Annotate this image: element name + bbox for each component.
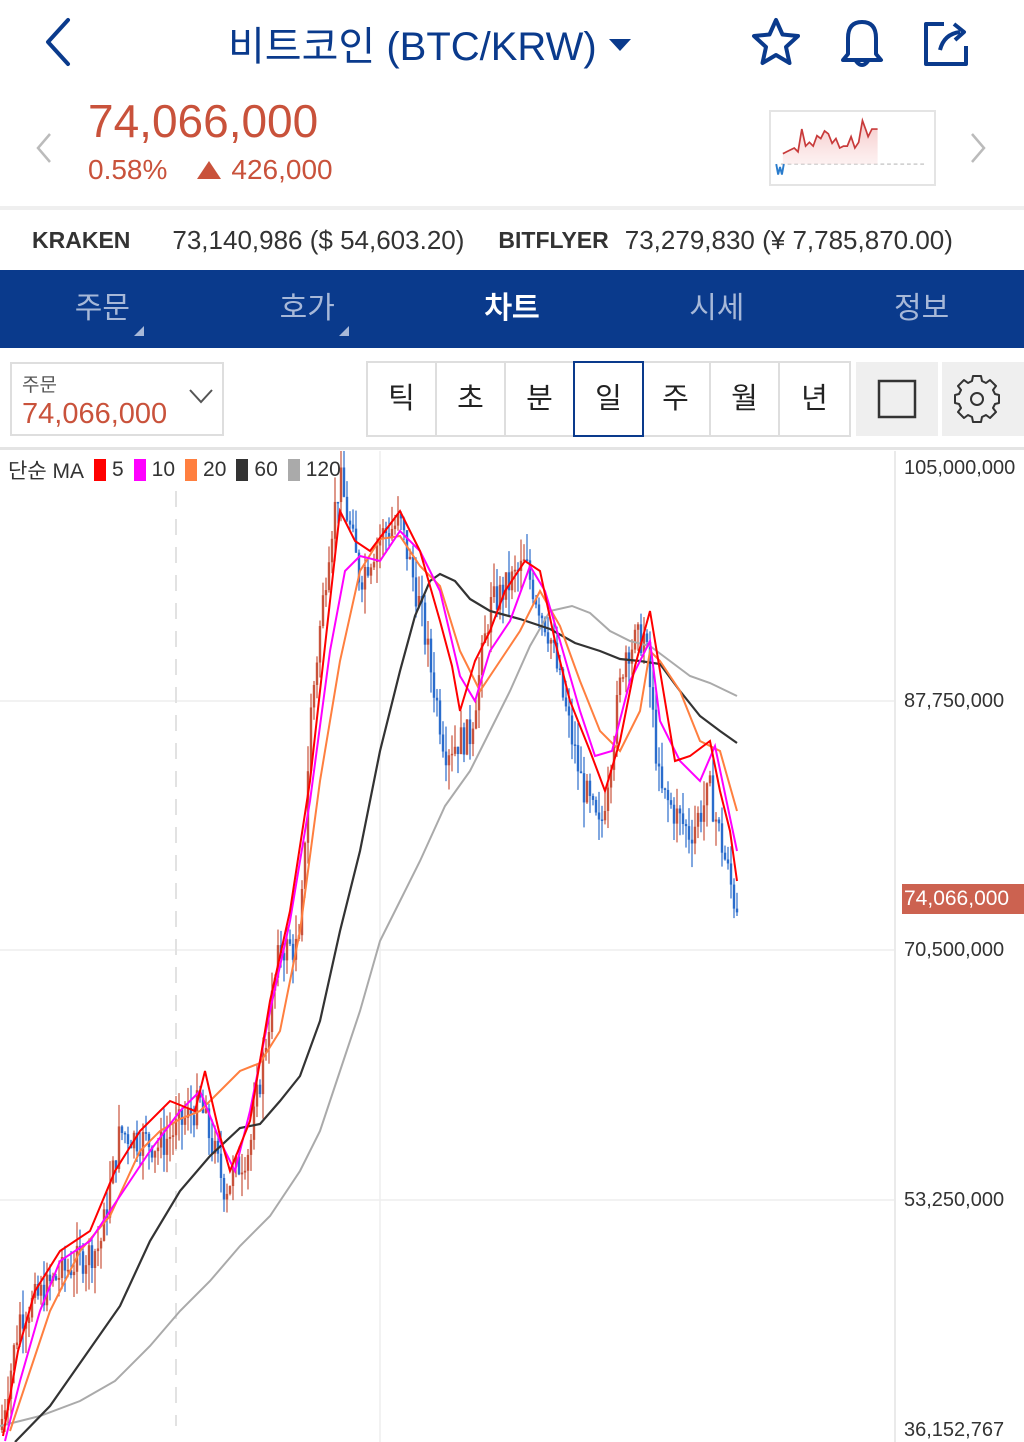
tab-label: 정보	[893, 292, 950, 325]
period-second[interactable]: 초	[437, 363, 506, 435]
header: 비트코인 (BTC/KRW)	[0, 0, 1024, 90]
tab-chart[interactable]: 차트	[410, 270, 615, 348]
settings-button[interactable]	[942, 362, 1024, 436]
caret-down-icon	[608, 39, 631, 51]
order-value: 74,066,000	[22, 398, 168, 430]
tab-label: 호가	[279, 292, 335, 325]
y-tick-label: 36,152,767	[904, 1419, 1005, 1441]
price-change: 0.58% 426,000	[88, 154, 333, 186]
legend-title: 단순 MA	[8, 460, 84, 483]
y-axis: 105,000,000 87,750,000 74,066,000 70,500…	[894, 451, 1024, 1442]
y-tick-label: 53,250,000	[904, 1189, 1005, 1211]
change-amount: 426,000	[231, 154, 333, 185]
order-label: 주문	[22, 375, 57, 396]
legend-label: 120	[305, 458, 341, 481]
next-coin-icon[interactable]	[966, 130, 990, 166]
legend-label: 5	[111, 458, 124, 481]
period-week[interactable]: 주	[642, 363, 711, 435]
tab-label: 시세	[689, 292, 745, 325]
coin-selector[interactable]: 비트코인 (BTC/KRW)	[228, 14, 631, 72]
sparkline-chart[interactable]	[769, 110, 936, 186]
change-percent: 0.58%	[88, 154, 168, 185]
period-selector: 틱 초 분 일 주 월 년	[366, 361, 851, 437]
current-price-marker: 74,066,000	[902, 884, 1024, 914]
y-tick-label: 105,000,000	[904, 457, 1016, 479]
legend-swatch	[93, 459, 106, 481]
y-tick-label: 87,750,000	[904, 690, 1005, 712]
tab-order[interactable]: 주문	[0, 270, 205, 348]
price-chart[interactable]: 단순 MA 5 10 20 60 120 105,000,000 87,750,…	[0, 451, 1024, 1442]
corner-indicator-icon	[338, 326, 349, 336]
exchange-prices: KRAKEN 73,140,986 ($ 54,603.20) BITFLYER…	[0, 206, 1024, 270]
period-tick[interactable]: 틱	[368, 363, 437, 435]
chevron-down-icon	[189, 389, 213, 404]
exchange-value: 73,140,986 ($ 54,603.20)	[172, 224, 465, 255]
gear-icon	[954, 375, 1000, 423]
period-day[interactable]: 일	[573, 361, 644, 437]
legend-label: 10	[151, 458, 176, 481]
tab-label: 주문	[74, 292, 130, 325]
exchange-name: KRAKEN	[32, 226, 131, 253]
ma-legend: 단순 MA 5 10 20 60 120	[8, 455, 341, 485]
main-tabs: 주문 호가 차트 시세 정보	[0, 270, 1024, 348]
y-tick-label: 70,500,000	[904, 939, 1005, 961]
corner-indicator-icon	[134, 326, 144, 336]
prev-coin-icon[interactable]	[32, 130, 56, 166]
legend-label: 60	[254, 458, 278, 481]
tab-label: 차트	[484, 292, 540, 325]
up-triangle-icon	[197, 161, 222, 179]
period-year[interactable]: 년	[801, 383, 828, 415]
exchange-name: BITFLYER	[498, 226, 609, 253]
chart-toolbar: 주문 74,066,000 틱 초 분 일 주 월 년	[0, 348, 1024, 450]
share-icon[interactable]	[918, 14, 974, 70]
bell-icon[interactable]	[834, 14, 890, 70]
legend-swatch	[287, 459, 300, 481]
square-icon	[877, 379, 917, 419]
page-title: 비트코인 (BTC/KRW)	[228, 25, 597, 69]
legend-label: 20	[203, 458, 227, 481]
legend-swatch	[185, 459, 198, 481]
star-icon[interactable]	[748, 14, 804, 70]
price-summary: 74,066,000 0.58% 426,000	[0, 90, 1024, 205]
tab-info[interactable]: 정보	[819, 270, 1024, 348]
exchange-value: 73,279,830 (¥ 7,785,870.00)	[624, 224, 953, 255]
legend-swatch	[236, 459, 249, 481]
tab-market[interactable]: 시세	[614, 270, 819, 348]
chevron-left-icon[interactable]	[40, 14, 80, 70]
candlestick-plot[interactable]	[0, 451, 894, 1442]
tab-orderbook[interactable]: 호가	[205, 270, 410, 348]
current-price: 74,066,000	[88, 95, 319, 147]
order-price-select[interactable]: 주문 74,066,000	[10, 362, 224, 436]
period-month[interactable]: 월	[711, 363, 780, 435]
fullscreen-button[interactable]	[856, 362, 938, 436]
legend-swatch	[133, 459, 146, 481]
period-minute[interactable]: 분	[506, 363, 575, 435]
